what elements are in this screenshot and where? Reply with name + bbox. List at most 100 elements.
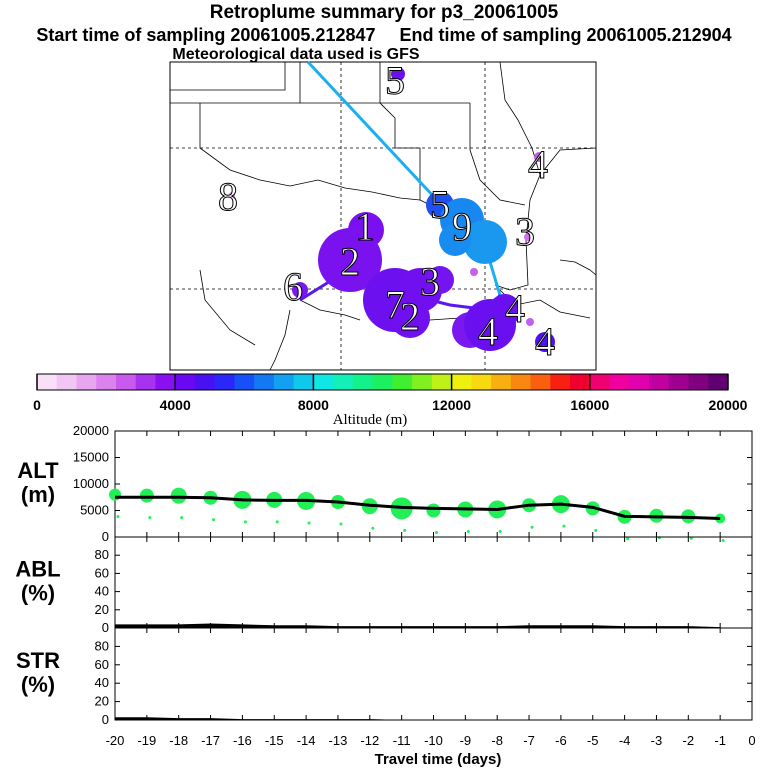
colorbar-swatch <box>510 374 532 390</box>
x-tick-label: -12 <box>360 733 379 748</box>
x-tick-label: -16 <box>233 733 252 748</box>
altitude-point <box>435 531 438 534</box>
altitude-point <box>403 528 407 532</box>
y-axis-label: ALT <box>17 458 59 483</box>
colorbar-swatch <box>609 374 630 390</box>
altitude-median-line <box>115 495 721 520</box>
altitude-point <box>339 522 343 526</box>
map-borders <box>170 61 597 371</box>
day-label: 2 <box>340 239 360 284</box>
altitude-point <box>371 526 375 530</box>
panel-frame <box>114 627 753 721</box>
end-time-label: End time of sampling 20061005.212904 <box>399 25 732 45</box>
x-tick-label: -7 <box>523 733 535 748</box>
colorbar-swatch <box>96 374 117 390</box>
colorbar-swatch <box>333 374 354 390</box>
plume-cloud <box>489 294 521 326</box>
x-tick-label: -1 <box>714 733 726 748</box>
day-label: 4 <box>505 286 525 331</box>
plume-cloud <box>524 233 532 241</box>
day-label: 8 <box>218 174 238 219</box>
altitude-point <box>243 520 247 524</box>
day-label: 2 <box>400 294 420 339</box>
x-tick-label: -10 <box>424 733 443 748</box>
fraction-area <box>115 623 721 628</box>
colorbar-swatch <box>530 374 551 390</box>
x-tick-label: -6 <box>555 733 567 748</box>
x-tick-label: 0 <box>748 733 755 748</box>
colorbar-swatch <box>392 374 413 390</box>
colorbar-swatch <box>629 374 650 390</box>
plume-cloud <box>292 282 308 298</box>
colorbar-swatch <box>412 374 433 390</box>
colorbar-swatch <box>194 374 216 390</box>
y-tick-label: 80 <box>95 547 109 562</box>
day-label: 9 <box>452 204 472 249</box>
colorbar-tick-label: 20000 <box>709 397 748 413</box>
plume-cloud <box>318 228 382 292</box>
x-tick-label: -14 <box>297 733 316 748</box>
day-label: 6 <box>283 264 303 309</box>
colorbar-swatch <box>372 374 393 390</box>
colorbar-tick-label: 4000 <box>160 397 191 413</box>
met-data-label: Meteorological data used is GFS <box>172 46 420 63</box>
colorbar-swatch <box>668 374 690 390</box>
y-tick-label: 5000 <box>80 503 109 518</box>
y-axis-label: (%) <box>21 581 55 606</box>
fraction-area <box>115 717 721 720</box>
altitude-point <box>426 503 441 518</box>
colorbar-swatch <box>155 374 176 390</box>
colorbar-tick-label: 0 <box>33 397 41 413</box>
y-tick-label: 15000 <box>73 450 109 465</box>
day-label: 3 <box>420 259 440 304</box>
y-tick-label: 80 <box>95 638 109 653</box>
x-tick-label: -17 <box>201 733 220 748</box>
altitude-point <box>180 516 184 520</box>
altitude-point <box>307 521 311 525</box>
altitude-point <box>116 515 120 519</box>
y-axis-label: (m) <box>21 482 55 507</box>
altitude-point <box>170 487 187 504</box>
colorbar-swatch <box>352 374 374 390</box>
colorbar-swatch <box>76 374 97 390</box>
colorbar-swatch <box>708 374 729 390</box>
y-tick-label: 20000 <box>73 423 109 438</box>
colorbar-swatch <box>175 374 196 390</box>
x-tick-label: -15 <box>265 733 284 748</box>
day-labels: 5 8 4 3 5 9 1 6 2 3 7 4 4 4 2 <box>218 58 556 365</box>
y-tick-label: 20 <box>95 694 109 709</box>
colorbar-swatch <box>589 374 611 390</box>
altitude-point <box>139 488 154 503</box>
colorbar-swatch <box>56 374 77 390</box>
plume-cloud <box>390 298 430 338</box>
altitude-point <box>594 528 598 532</box>
y-tick-label: 20 <box>95 602 109 617</box>
day-label: 7 <box>385 282 405 327</box>
plume-cloud <box>426 266 454 294</box>
plot-title: Retroplume summary for p3_20061005 <box>209 2 559 23</box>
day-label: 4 <box>535 319 555 364</box>
plume-cloud <box>470 268 478 276</box>
x-tick-label: -19 <box>137 733 156 748</box>
day-label: 4 <box>528 142 548 187</box>
colorbar-swatch <box>550 374 571 390</box>
altitude-point <box>689 536 693 540</box>
map-panel: 5 8 4 3 5 9 1 6 2 3 7 4 4 4 2 <box>169 58 597 371</box>
colorbar: 0 4000 8000 12000 16000 20000 <box>33 373 748 413</box>
y-tick-label: 0 <box>102 620 109 635</box>
x-axis-label: Travel time (days) <box>375 751 502 768</box>
y-tick-label: 40 <box>95 675 109 690</box>
day-label: 5 <box>430 182 450 227</box>
colorbar-swatch <box>273 374 295 390</box>
y-tick-label: 60 <box>95 657 109 672</box>
colorbar-label: Altitude (m) <box>333 412 408 428</box>
colorbar-swatch <box>254 374 275 390</box>
colorbar-swatch <box>431 374 453 390</box>
altitude-point <box>275 520 279 524</box>
colorbar-swatch <box>313 374 334 390</box>
altitude-point <box>562 524 566 528</box>
colorbar-swatch <box>471 374 492 390</box>
plume-clouds <box>229 67 555 352</box>
y-tick-label: 40 <box>95 584 109 599</box>
